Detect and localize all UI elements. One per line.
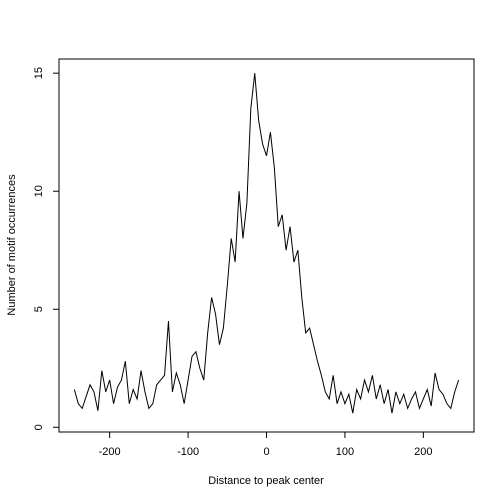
- plot-frame: [58, 58, 475, 433]
- y-tick-label: 10: [33, 185, 45, 197]
- x-tick-label: 200: [414, 446, 432, 458]
- y-axis-label: Number of motif occurrences: [6, 174, 18, 316]
- y-tick-label: 5: [33, 306, 45, 312]
- x-tick-label: 100: [336, 446, 354, 458]
- x-tick-label: -200: [99, 446, 121, 458]
- y-tick-label: 0: [33, 424, 45, 430]
- y-tick-label: 15: [33, 67, 45, 79]
- x-axis-label: Distance to peak center: [208, 475, 324, 487]
- x-tick-label: 0: [263, 446, 269, 458]
- x-tick-label: -100: [177, 446, 199, 458]
- data-line: [73, 73, 460, 414]
